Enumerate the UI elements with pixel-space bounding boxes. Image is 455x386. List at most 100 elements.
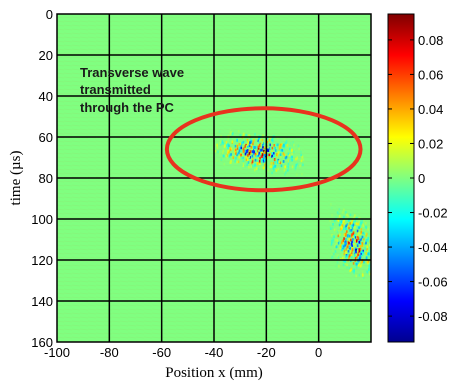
wave-sample — [262, 134, 264, 137]
wave-sample — [361, 260, 364, 263]
wave-sample — [365, 232, 368, 236]
wave-sample — [352, 251, 354, 255]
wave-sample — [345, 232, 347, 236]
wave-sample — [372, 262, 374, 265]
wave-sample — [367, 239, 370, 243]
wave-sample — [238, 149, 241, 152]
wave-sample — [341, 248, 343, 252]
wave-sample — [358, 239, 361, 242]
wave-sample — [342, 221, 344, 224]
wave-sample — [374, 268, 376, 271]
colorbar-tick-label: 0.08 — [418, 33, 443, 48]
wave-sample — [287, 152, 290, 156]
wave-sample — [251, 154, 254, 158]
wave-sample — [356, 240, 359, 244]
wave-sample — [331, 214, 333, 217]
wave-sample — [262, 163, 264, 166]
wave-sample — [337, 241, 340, 245]
wave-sample — [292, 167, 294, 170]
wave-sample — [339, 219, 341, 222]
wave-sample — [277, 167, 280, 171]
wave-sample — [278, 145, 281, 148]
wave-sample — [250, 165, 253, 168]
wave-sample — [346, 230, 348, 233]
wave-sample — [246, 149, 249, 152]
wave-sample — [354, 254, 356, 257]
wave-sample — [331, 238, 333, 241]
wave-sample — [341, 239, 344, 243]
wave-sample — [349, 247, 351, 250]
wave-sample — [284, 141, 286, 145]
wave-sample — [276, 155, 278, 159]
wave-sample — [354, 236, 357, 239]
wave-sample — [341, 226, 343, 230]
wave-sample — [282, 152, 285, 155]
wave-sample — [245, 158, 248, 161]
x-axis-label: Position x (mm) — [165, 365, 263, 381]
wave-sample — [344, 222, 346, 226]
wave-sample — [343, 219, 345, 222]
wave-sample — [359, 232, 362, 236]
wave-sample — [335, 242, 337, 246]
wave-sample — [360, 263, 363, 267]
x-tick-labels: -100 -80 -60 -40 -20 0 — [44, 345, 322, 360]
wave-sample — [298, 147, 300, 151]
wave-sample — [277, 143, 279, 147]
wave-sample — [336, 239, 338, 242]
wave-sample — [267, 168, 269, 172]
wave-sample — [375, 283, 377, 286]
wave-sample — [362, 237, 365, 241]
wave-sample — [359, 221, 362, 225]
y-tick-labels: 0 20 40 60 80 100 120 140 160 — [31, 7, 53, 350]
wave-sample — [286, 144, 289, 147]
wave-sample — [362, 223, 364, 226]
wave-sample — [240, 146, 242, 150]
wave-sample — [368, 230, 371, 234]
wave-sample — [360, 252, 362, 255]
wave-sample — [335, 216, 338, 220]
wave-sample — [348, 234, 351, 238]
wave-sample — [338, 242, 341, 245]
wave-sample — [335, 264, 338, 268]
wave-sample — [334, 244, 336, 248]
wave-sample — [286, 169, 289, 172]
annotation-line-2: transmitted — [80, 82, 151, 97]
wave-sample — [360, 219, 362, 223]
wave-sample — [363, 220, 365, 223]
wave-sample — [261, 165, 264, 169]
colorbar-tick-label: -0.02 — [418, 206, 448, 221]
wave-sample — [348, 219, 350, 222]
wave-sample — [368, 252, 371, 256]
wave-sample — [237, 130, 240, 133]
wave-sample — [302, 158, 304, 161]
y-tick-label: 140 — [31, 294, 53, 309]
wave-sample — [373, 277, 375, 280]
wave-sample — [234, 156, 237, 160]
wave-sample — [348, 243, 351, 247]
wave-sample — [227, 143, 229, 146]
wave-sample — [239, 142, 242, 146]
wave-sample — [284, 156, 287, 160]
wave-sample — [361, 235, 364, 239]
wave-sample — [350, 238, 352, 242]
wave-sample — [376, 236, 378, 239]
y-tick-label: 20 — [39, 48, 53, 63]
wave-sample — [357, 262, 359, 265]
wave-sample — [346, 245, 349, 248]
wave-sample — [352, 221, 355, 224]
wave-sample — [331, 240, 333, 243]
wave-sample — [334, 250, 337, 253]
wave-sample — [251, 161, 253, 165]
wave-sample — [337, 212, 340, 216]
wave-sample — [359, 257, 361, 261]
wave-sample — [273, 168, 275, 172]
wave-sample — [360, 225, 363, 228]
wave-sample — [242, 140, 245, 144]
wave-sample — [351, 270, 353, 273]
wave-sample — [289, 147, 291, 151]
wave-sample — [352, 223, 355, 227]
wave-sample — [368, 263, 371, 267]
wave-sample — [340, 257, 342, 261]
wave-sample — [372, 263, 374, 266]
wave-sample — [347, 245, 350, 248]
